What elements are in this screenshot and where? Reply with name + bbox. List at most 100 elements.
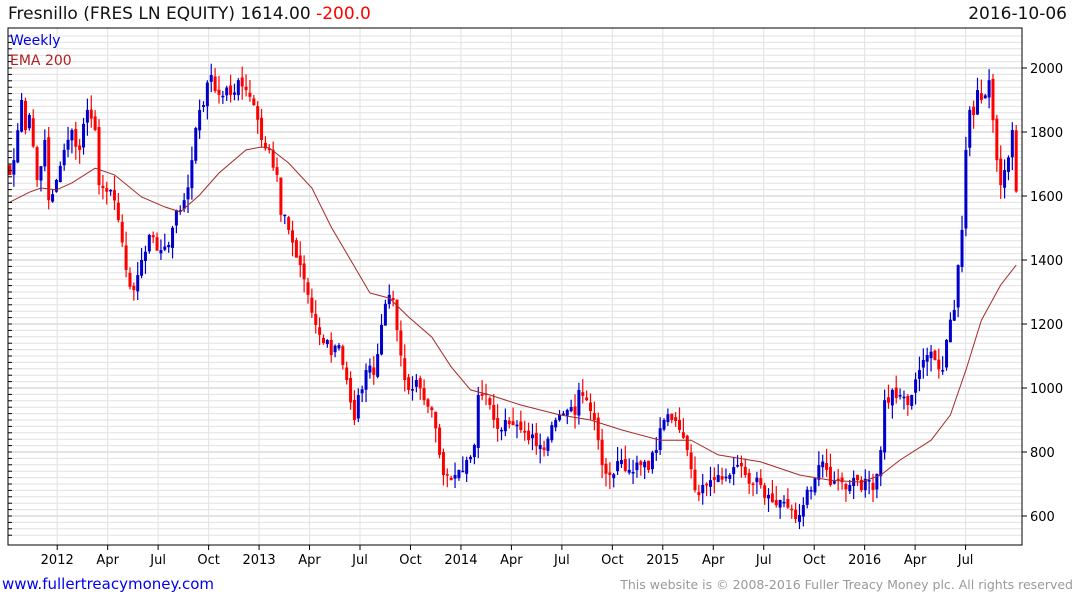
candle-up: [190, 160, 194, 189]
candle-down: [445, 474, 449, 476]
candle-down: [507, 420, 511, 424]
price-chart: 600 800 1000 1200 1400 1600 1800 2000 2012 Apr Jul…: [7, 27, 1063, 568]
candle-up: [867, 480, 871, 482]
candle-down: [422, 387, 426, 401]
candle-down: [260, 117, 264, 140]
candle-up: [902, 396, 906, 399]
candle-up: [755, 477, 759, 483]
candle-up: [708, 480, 712, 487]
axes: 600 800 1000 1200 1400 1600 1800 2000 2012 Apr Jul…: [8, 35, 1063, 568]
candle-up: [167, 244, 171, 248]
candle-up: [577, 389, 581, 416]
candle-down: [592, 413, 596, 420]
candle-down: [720, 476, 724, 480]
candle-up: [186, 187, 190, 200]
candle-down: [298, 255, 302, 266]
legend-weekly: Weekly: [10, 33, 61, 49]
candle-up: [956, 265, 960, 308]
candle-up: [364, 370, 368, 390]
candle-up: [666, 414, 670, 423]
y-tick-label: 1000: [1030, 382, 1063, 397]
y-tick-label: 600: [1030, 510, 1055, 525]
candle-down: [352, 399, 356, 420]
candle-up: [27, 115, 31, 129]
title-text: Fresnillo (FRES LN EQUITY) 1614.00: [8, 4, 311, 24]
candle-down: [31, 118, 35, 147]
candle-down: [229, 85, 233, 95]
candle-down: [275, 167, 279, 175]
x-tick-label: Oct: [399, 553, 421, 568]
candle-up: [983, 95, 987, 99]
candle-down: [345, 367, 349, 380]
candle-down: [836, 478, 840, 481]
candle-up: [143, 251, 147, 261]
candle-up: [465, 460, 469, 474]
candle-down: [120, 221, 124, 243]
candle-down: [128, 272, 132, 287]
candle-up: [701, 484, 705, 494]
candle-down: [271, 149, 275, 168]
candle-up: [987, 80, 991, 98]
candle-up: [952, 309, 956, 321]
candle-up: [732, 467, 736, 475]
candle-down: [287, 217, 291, 230]
candle-down: [871, 482, 875, 491]
candle-up: [558, 414, 562, 421]
candle-up: [910, 395, 914, 406]
candle-down: [991, 78, 995, 121]
candle-down: [693, 469, 697, 491]
y-tick-label: 1800: [1030, 126, 1063, 141]
candle-down: [321, 337, 325, 343]
candle-up: [728, 475, 732, 479]
candle-up: [821, 461, 825, 468]
candle-down: [488, 398, 492, 405]
candle-up: [635, 462, 639, 471]
candle-down: [449, 477, 453, 481]
candle-down: [794, 509, 798, 520]
candle-up: [832, 481, 836, 484]
candle-down: [856, 474, 860, 481]
candle-down: [581, 392, 585, 396]
x-tick-label: 2015: [646, 553, 679, 568]
x-tick-label: Apr: [702, 553, 725, 568]
candle-down: [480, 393, 484, 396]
candle-down: [105, 188, 109, 192]
candle-up: [469, 456, 473, 460]
candle-up: [879, 450, 883, 477]
candle-down: [523, 430, 527, 433]
x-tick-label: Apr: [500, 553, 523, 568]
candle-down: [441, 452, 445, 476]
candle-up: [39, 166, 43, 181]
candle-up: [43, 140, 47, 167]
candle-up: [70, 130, 74, 141]
website-link[interactable]: www.fullertreacymoney.com: [2, 575, 215, 593]
x-tick-label: Apr: [298, 553, 321, 568]
y-tick-label: 2000: [1030, 62, 1063, 77]
candle-up: [619, 460, 623, 464]
candle-up: [643, 461, 647, 468]
x-tick-label: Oct: [601, 553, 623, 568]
candle-up: [565, 410, 569, 416]
y-tick-label: 1600: [1030, 190, 1063, 205]
candle-up: [662, 420, 666, 430]
candle-up: [194, 128, 198, 161]
candle-down: [132, 285, 136, 291]
x-tick-label: Apr: [904, 553, 927, 568]
candle-down: [407, 377, 411, 390]
candle-up: [569, 407, 573, 412]
ema-200-line: [9, 146, 1017, 483]
candle-up: [914, 379, 918, 393]
candle-up: [12, 160, 16, 175]
candle-down: [329, 340, 333, 356]
candle-up: [941, 370, 945, 372]
candle-up: [778, 500, 782, 508]
candle-down: [78, 145, 82, 150]
candle-up: [960, 229, 964, 267]
candle-down: [302, 263, 306, 280]
x-tick-label: 2012: [41, 553, 74, 568]
candle-down: [681, 432, 685, 438]
candle-up: [178, 210, 182, 212]
x-tick-label: Jul: [957, 553, 974, 568]
candle-up: [805, 489, 809, 505]
candle-up: [658, 428, 662, 450]
